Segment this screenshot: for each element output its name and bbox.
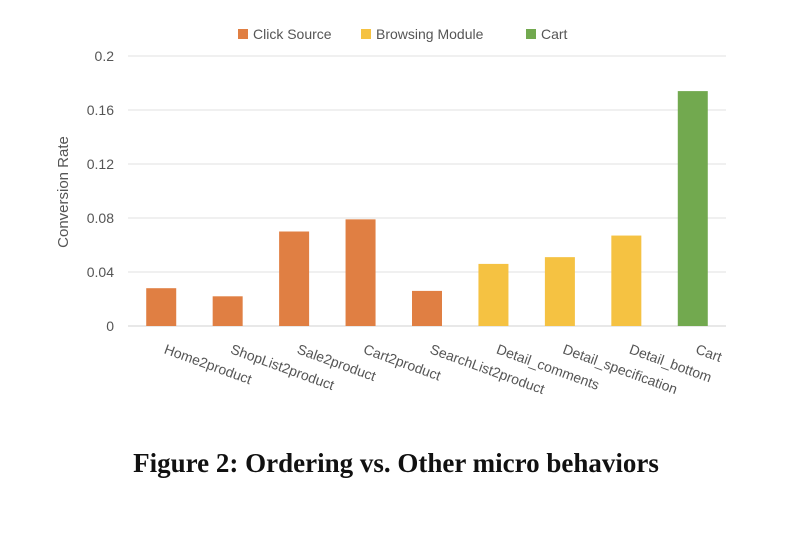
legend-label: Cart	[541, 26, 568, 42]
bar-detail-comments	[478, 263, 509, 326]
y-tick-label: 0	[106, 318, 114, 334]
y-tick-label: 0.16	[87, 102, 114, 118]
x-axis-labels: Home2productShopList2productSale2product…	[162, 341, 724, 397]
figure-caption: Figure 2: Ordering vs. Other micro behav…	[133, 448, 659, 478]
y-axis-label: Conversion Rate	[55, 136, 72, 248]
y-tick-label: 0.12	[87, 156, 114, 172]
x-tick-label: Cart	[694, 341, 724, 365]
y-axis-ticks: 0 0.04 0.08 0.12 0.16 0.2	[87, 48, 114, 334]
legend-swatch	[238, 29, 248, 39]
x-tick-label: SearchList2product	[428, 341, 547, 397]
bar-detail-specification	[544, 257, 575, 326]
y-tick-label: 0.04	[87, 264, 114, 280]
bar-detail-bottom	[611, 235, 642, 326]
bar-cart	[677, 91, 708, 326]
y-tick-label: 0.2	[95, 48, 115, 64]
bar-home2product	[146, 288, 177, 326]
y-tick-label: 0.08	[87, 210, 114, 226]
legend-item: Click Source	[238, 26, 332, 42]
legend-item: Browsing Module	[361, 26, 484, 42]
legend-item: Cart	[526, 26, 568, 42]
legend-label: Click Source	[253, 26, 332, 42]
bar-searchlist2product	[412, 290, 442, 326]
bar-chart: 0 0.04 0.08 0.12 0.16 0.2 Home2productShopLis…	[55, 26, 726, 397]
bar-shoplist2product	[212, 296, 243, 326]
legend-label: Browsing Module	[376, 26, 484, 42]
legend-swatch	[361, 29, 371, 39]
bars	[146, 91, 708, 326]
legend-swatch	[526, 29, 536, 39]
bar-cart2product	[345, 219, 376, 326]
legend: Click Source Browsing Module Cart	[238, 26, 568, 42]
bar-sale2product	[279, 231, 310, 326]
